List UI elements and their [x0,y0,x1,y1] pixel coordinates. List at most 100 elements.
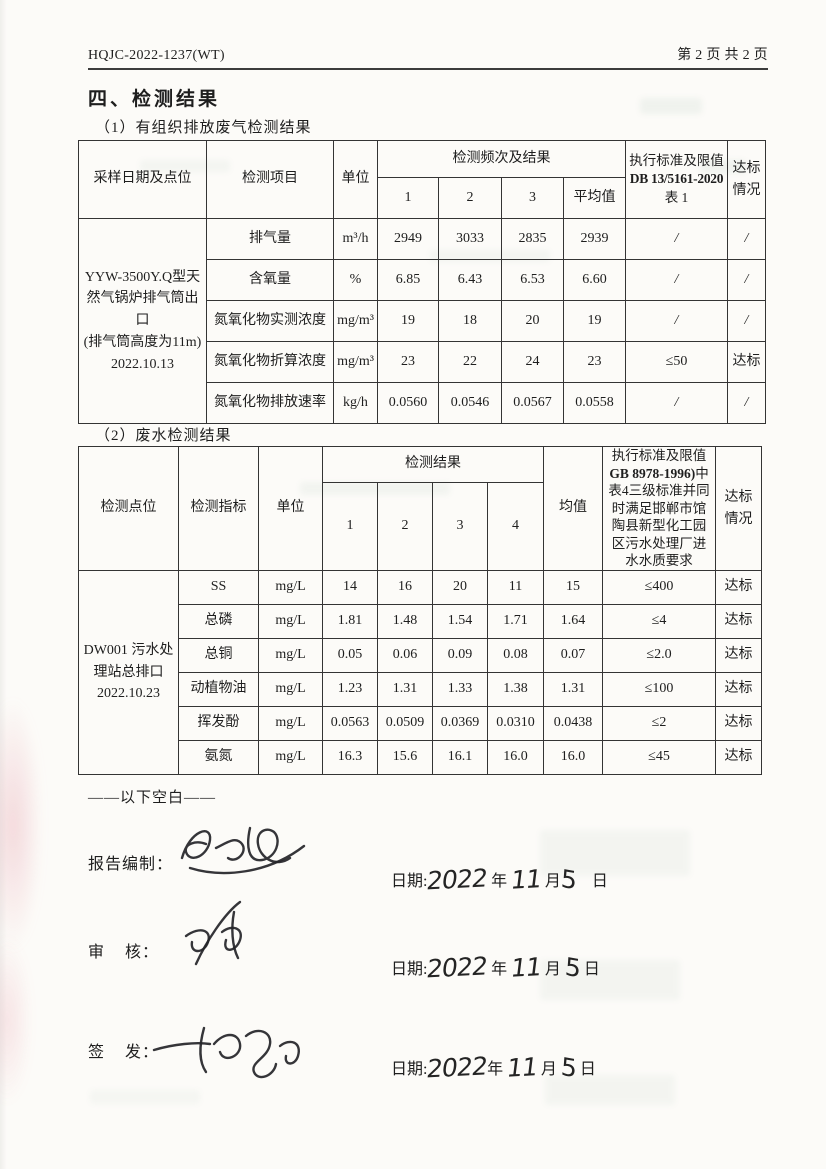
status-cell: / [727,300,766,342]
item-cell: 挥发酚 [178,706,259,741]
value-cell: 1.54 [432,604,488,639]
col-header-compliance: 达标 情况 [715,446,762,571]
status-cell: 达标 [715,672,762,707]
month-label: 月 [540,873,561,890]
prepared-by-label: 报告编制： [88,856,174,873]
unit-cell: kg/h [333,382,378,424]
table-row: 动植物油 mg/L 1.23 1.31 1.33 1.38 1.31 ≤100 … [79,672,762,707]
item-cell: SS [178,570,259,605]
reviewer-label: 审 核： [88,944,160,961]
handwritten-day: 5 [559,863,577,896]
item-cell: 含氧量 [206,259,334,301]
limit-cell: / [625,300,728,342]
signature-reviewer [184,900,242,966]
mean-cell: 1.31 [543,672,603,707]
limit-cell: / [625,218,728,260]
doc-number: HQJC-2022-1237(WT) [88,48,225,63]
value-cell: 16.0 [487,740,544,775]
unit-cell: mg/L [258,604,323,639]
value-cell: 23 [377,341,439,383]
unit-cell: mg/m³ [333,300,378,342]
prepared-date-line: 日期:2022 年 11 月5 日 [375,847,608,909]
unit-cell: mg/m³ [333,341,378,383]
subcol-2: 2 [438,177,502,219]
year-label: 年 [487,961,512,978]
mean-cell: 0.0438 [543,706,603,741]
standard-table-ref: 表 1 [664,189,689,205]
month-label: 月 [540,961,565,978]
limit-cell: ≤2 [602,706,716,741]
handwritten-year: 2022 [425,863,490,896]
value-cell: 16.3 [322,740,378,775]
value-cell: 0.0509 [377,706,433,741]
limit-cell: ≤50 [625,341,728,383]
col-header-results: 检测结果 [322,446,544,483]
below-blank-note: ——以下空白—— [88,790,217,806]
item-cell: 排气量 [206,218,334,260]
col-header-standard: 执行标准及限值 DB 13/5161-2020 表 1 [625,140,728,219]
value-cell: 0.08 [487,638,544,673]
table-row: 总铜 mg/L 0.05 0.06 0.09 0.08 0.07 ≤2.0 达标 [79,638,762,673]
day-label: 日 [575,1061,596,1078]
value-cell: 0.05 [322,638,378,673]
value-cell: 0.0310 [487,706,544,741]
table-row: DW001 污水处 理站总排口 2022.10.23 SS mg/L 14 16… [78,570,762,775]
limit-cell: ≤100 [602,672,716,707]
status-cell: 达标 [715,570,762,605]
sampling-site-cell: DW001 污水处 理站总排口 2022.10.23 [78,570,179,775]
item-cell: 氮氧化物实测浓度 [206,300,334,342]
col-header-unit: 单位 [333,140,378,219]
limit-cell: / [625,382,728,424]
subcol-3: 3 [501,177,564,219]
page-indicator: 第 2 页 共 2 页 [677,48,768,63]
avg-cell: 2939 [563,218,626,260]
year-label: 年 [487,1061,508,1078]
table-row: 氨氮 mg/L 16.3 15.6 16.1 16.0 16.0 ≤45 达标 [79,740,762,775]
handwritten-year: 2022 [425,951,490,984]
unit-cell: mg/L [258,638,323,673]
status-cell: / [727,259,766,301]
subcol-1: 1 [322,482,378,571]
signature-issuer [152,1026,300,1079]
unit-cell: mg/L [258,706,323,741]
subcol-1: 1 [377,177,439,219]
water-results-table: 检测点位 检测指标 单位 检测结果 均值 执行标准及限值 GB 8978-199… [78,446,762,775]
value-cell: 0.0560 [377,382,439,424]
value-cell: 1.23 [322,672,378,707]
value-cell: 6.53 [501,259,564,301]
gas-results-table: 采样日期及点位 检测项目 单位 检测频次及结果 执行标准及限值 DB 13/51… [78,140,766,424]
value-cell: 1.81 [322,604,378,639]
status-cell: 达标 [715,706,762,741]
subcol-avg: 平均值 [563,177,626,219]
limit-cell: ≤2.0 [602,638,716,673]
section1-label: （1）有组织排放废气检测结果 [95,120,312,136]
col-header-mean: 均值 [543,446,603,571]
value-cell: 0.0546 [438,382,502,424]
handwritten-day: 5 [563,951,581,984]
review-date-line: 日期:2022 年 11 月 5 日 [375,935,600,997]
value-cell: 1.33 [432,672,488,707]
item-cell: 动植物油 [178,672,259,707]
date-label: 日期: [391,1061,428,1078]
mean-cell: 0.07 [543,638,603,673]
day-label: 日 [579,961,600,978]
value-cell: 20 [432,570,488,605]
date-label: 日期: [391,961,428,978]
unit-cell: m³/h [333,218,378,260]
handwritten-year: 2022 [425,1051,490,1084]
value-cell: 1.71 [487,604,544,639]
item-cell: 总磷 [178,604,259,639]
avg-cell: 23 [563,341,626,383]
col-header-standard: 执行标准及限值 GB 8978-1996)中表4三级标准并同时满足邯郸市馆陶县新… [602,446,716,571]
avg-cell: 0.0558 [563,382,626,424]
table-row: 氮氧化物折算浓度 mg/m³ 23 22 24 23 ≤50 达标 [79,341,766,383]
table-row: 含氧量 % 6.85 6.43 6.53 6.60 / / [79,259,766,301]
value-cell: 18 [438,300,502,342]
handwritten-day: 5 [559,1051,577,1084]
status-cell: 达标 [715,604,762,639]
col-header-unit: 单位 [258,446,323,571]
table-row: 总磷 mg/L 1.81 1.48 1.54 1.71 1.64 ≤4 达标 [79,604,762,639]
value-cell: 3033 [438,218,502,260]
mean-cell: 15 [543,570,603,605]
col-header-item: 检测指标 [178,446,259,571]
